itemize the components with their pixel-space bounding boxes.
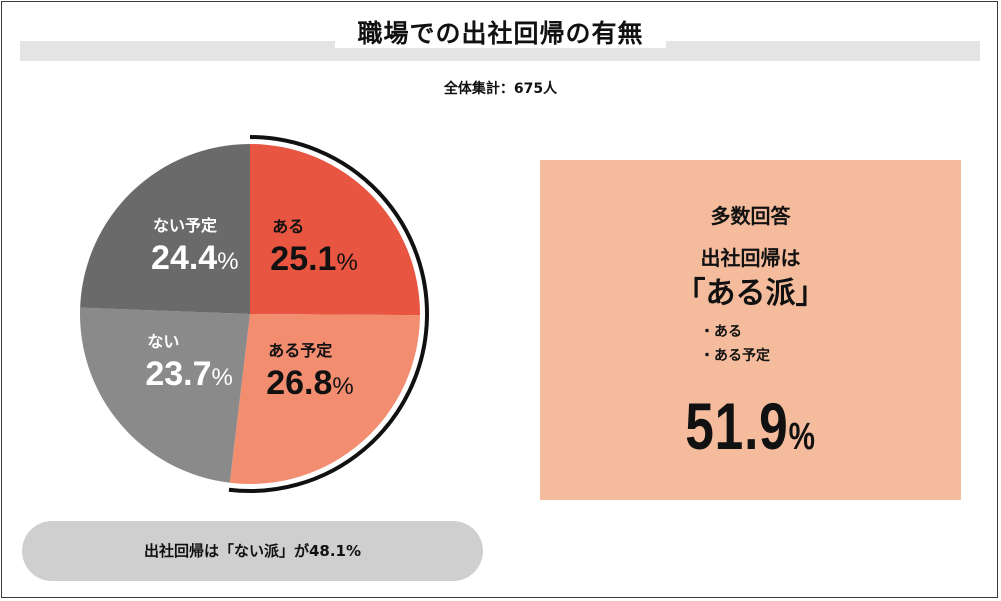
panel-subheading: 出社回帰は (700, 246, 801, 270)
slice-label: ない予定 (153, 216, 217, 235)
pie-slice (229, 314, 420, 484)
highlight-arc (228, 135, 429, 493)
pie-slice (80, 144, 250, 314)
chart-title: 職場での出社回帰の有無 (0, 16, 1001, 52)
panel-heading: 多数回答 (710, 204, 791, 228)
panel-percentage: 51.9% (586, 388, 914, 464)
pie-slice (79, 307, 250, 483)
slice-value: 23.7% (145, 355, 233, 393)
summary-panel: 多数回答 出社回帰は 「ある派」 ・ある ・ある予定 51.9% (540, 160, 961, 500)
total-count: 全体集計：675人 (443, 81, 558, 97)
panel-item-list: ・ある ・ある予定 (700, 320, 770, 368)
panel-percent-unit: % (788, 416, 816, 458)
slice-label: ない (147, 332, 179, 351)
chart-title-text: 職場での出社回帰の有無 (335, 19, 666, 48)
panel-item: ・ある予定 (700, 348, 770, 364)
panel-item: ・ある (700, 324, 742, 340)
panel-main-answer: 「ある派」 (675, 276, 826, 311)
title-bar (20, 41, 980, 61)
footer-note: 出社回帰は「ない派」が48.1% (22, 521, 483, 581)
slice-label: ある予定 (268, 341, 332, 360)
slice-label: ある (272, 217, 304, 236)
pie-slice (250, 144, 420, 316)
panel-percent-value: 51.9 (685, 389, 789, 463)
